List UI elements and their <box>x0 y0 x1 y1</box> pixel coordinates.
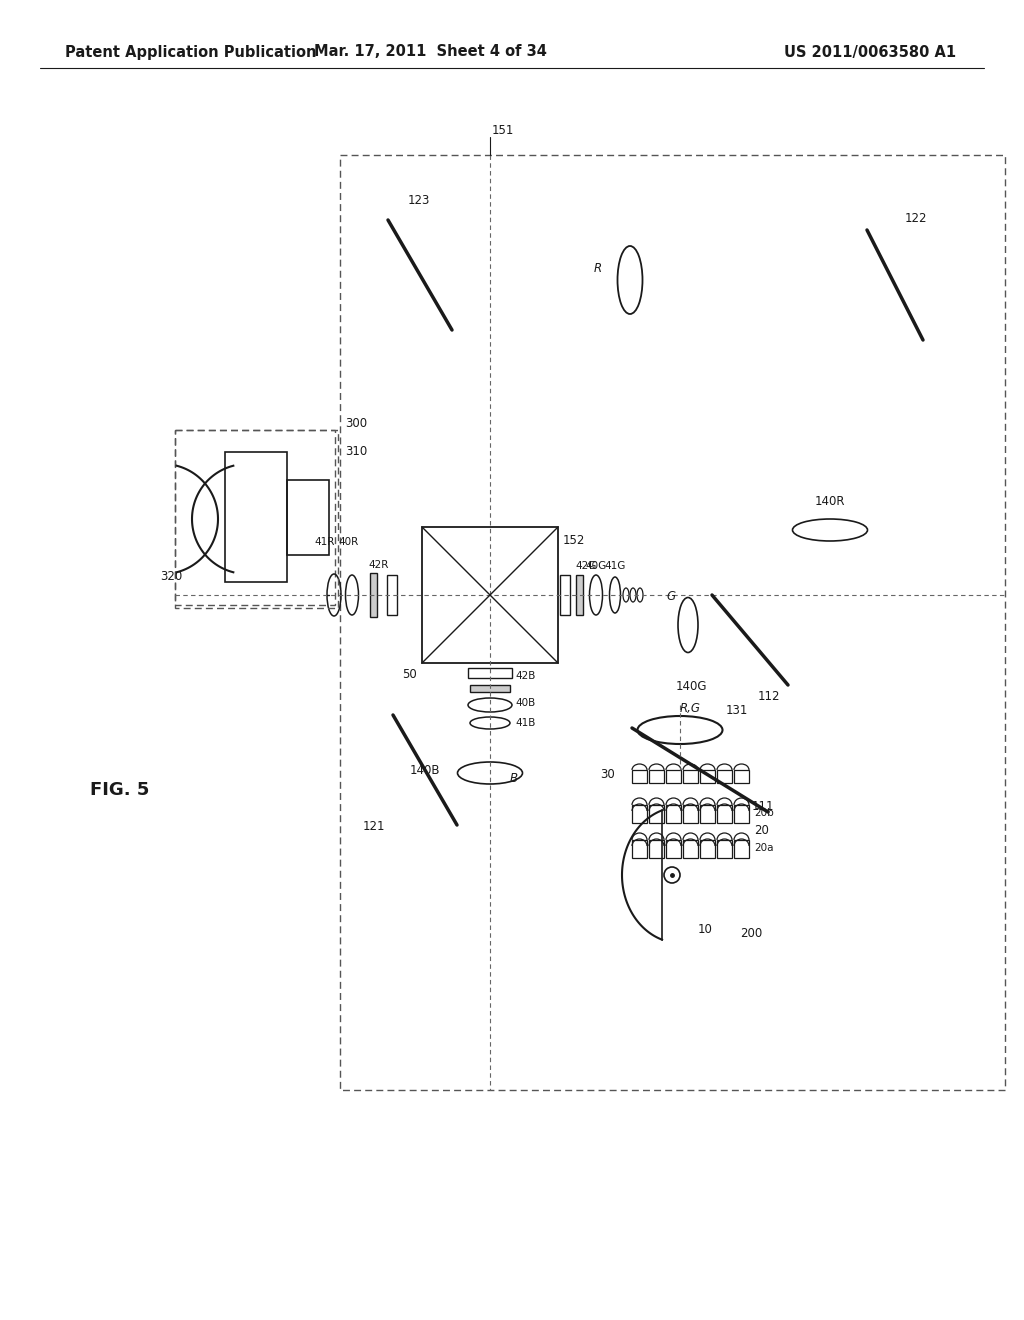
Text: Mar. 17, 2011  Sheet 4 of 34: Mar. 17, 2011 Sheet 4 of 34 <box>313 45 547 59</box>
Text: 41R: 41R <box>314 537 335 546</box>
Bar <box>666 805 681 822</box>
Bar <box>734 770 749 783</box>
Text: 20a: 20a <box>754 843 773 853</box>
Text: 10: 10 <box>698 923 713 936</box>
Bar <box>734 840 749 858</box>
Text: 50: 50 <box>402 668 417 681</box>
Text: 41B: 41B <box>515 718 536 729</box>
Bar <box>632 770 647 783</box>
Text: 121: 121 <box>362 820 385 833</box>
Text: 42G: 42G <box>575 561 596 572</box>
Bar <box>468 668 512 678</box>
Text: R: R <box>594 261 602 275</box>
Bar <box>470 685 510 692</box>
Text: 152: 152 <box>563 535 586 546</box>
Text: G: G <box>666 590 675 603</box>
Text: 30: 30 <box>600 768 615 781</box>
Text: 310: 310 <box>345 445 368 458</box>
Bar <box>175 430 338 609</box>
Bar <box>287 480 329 554</box>
Bar <box>575 576 583 615</box>
Bar <box>700 805 715 822</box>
Bar <box>649 770 664 783</box>
Text: 111: 111 <box>752 800 774 813</box>
Bar <box>717 840 732 858</box>
Text: 140R: 140R <box>815 495 845 508</box>
Text: 40B: 40B <box>515 698 536 708</box>
Bar <box>700 770 715 783</box>
Text: 320: 320 <box>160 570 182 583</box>
Bar <box>683 770 698 783</box>
Text: Patent Application Publication: Patent Application Publication <box>65 45 316 59</box>
Bar <box>666 770 681 783</box>
Bar <box>560 576 570 615</box>
Bar <box>632 840 647 858</box>
Text: 40R: 40R <box>339 537 359 546</box>
Bar <box>734 805 749 822</box>
Bar <box>683 840 698 858</box>
Text: 40G: 40G <box>586 561 606 572</box>
Bar <box>225 451 287 582</box>
Bar <box>683 805 698 822</box>
Bar <box>649 840 664 858</box>
Text: 41G: 41G <box>604 561 626 572</box>
Text: R,G: R,G <box>680 702 700 715</box>
Text: 20b: 20b <box>754 808 774 818</box>
Bar <box>717 770 732 783</box>
Text: FIG. 5: FIG. 5 <box>90 781 150 799</box>
Bar <box>700 840 715 858</box>
Text: B: B <box>510 771 518 784</box>
Text: 131: 131 <box>726 704 749 717</box>
Text: 122: 122 <box>905 213 928 224</box>
Text: 300: 300 <box>345 417 368 430</box>
Bar <box>666 840 681 858</box>
Bar <box>632 805 647 822</box>
Text: 42B: 42B <box>515 671 536 681</box>
Text: US 2011/0063580 A1: US 2011/0063580 A1 <box>784 45 956 59</box>
Text: 123: 123 <box>408 194 430 207</box>
Text: 140B: 140B <box>410 764 440 777</box>
Bar <box>175 430 335 605</box>
Bar <box>340 154 1005 1090</box>
Bar <box>649 805 664 822</box>
Bar <box>422 527 558 663</box>
Text: 200: 200 <box>740 927 762 940</box>
Text: 42R: 42R <box>368 560 388 570</box>
Text: 20: 20 <box>754 824 769 837</box>
Bar <box>717 805 732 822</box>
Text: 140G: 140G <box>676 680 708 693</box>
Bar <box>387 576 397 615</box>
Text: 151: 151 <box>492 124 514 137</box>
Text: 112: 112 <box>758 690 780 704</box>
Bar <box>370 573 377 616</box>
